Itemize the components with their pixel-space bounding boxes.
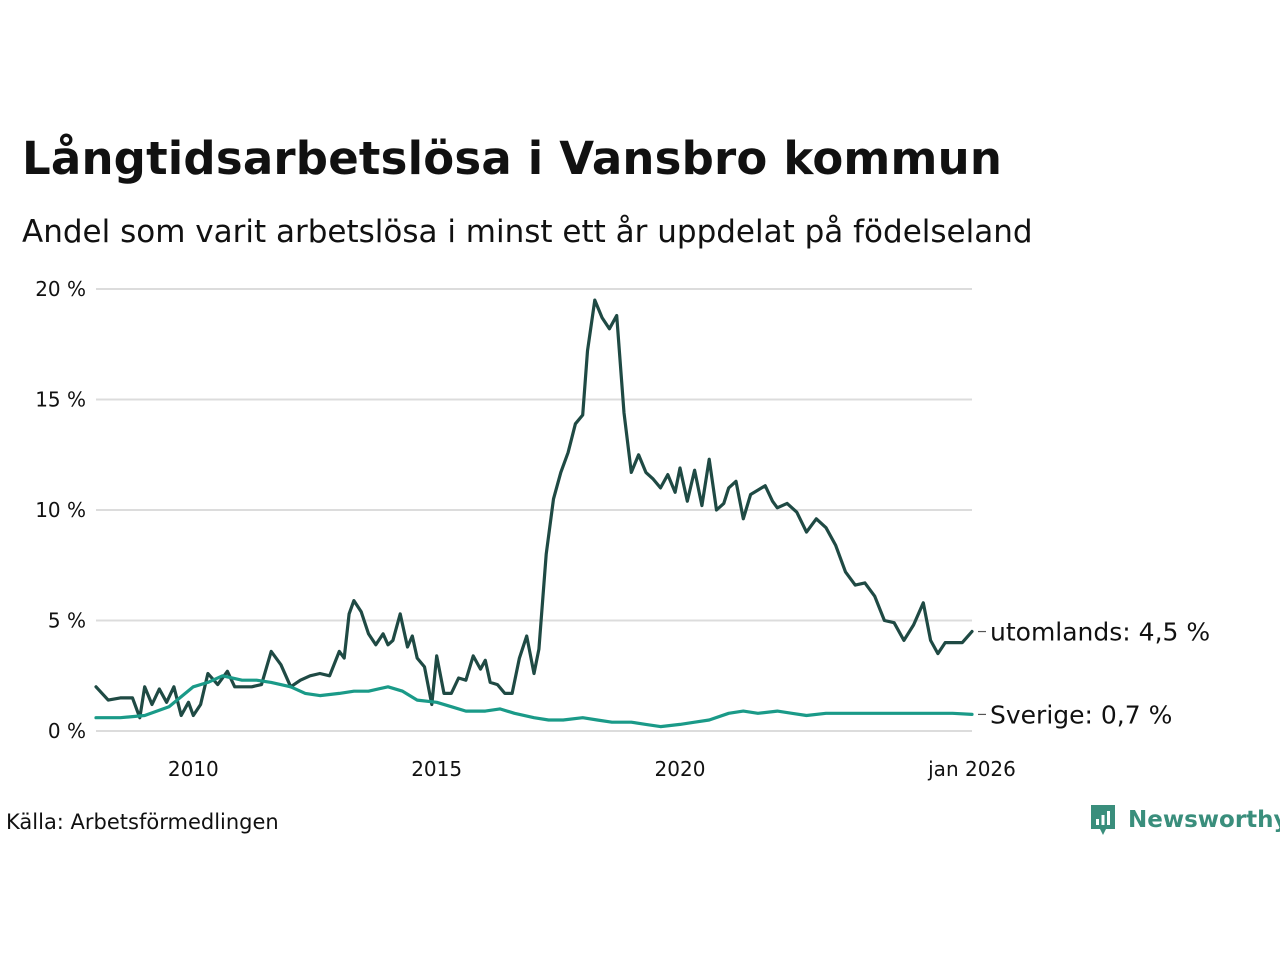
series-line-sverige xyxy=(94,674,974,729)
y-tick-label: 20 % xyxy=(35,277,86,301)
x-tick-label: 2010 xyxy=(168,757,219,781)
end-label-utomlands: utomlands: 4,5 % xyxy=(990,618,1210,647)
x-tick-label: 2015 xyxy=(411,757,462,781)
chart-title: Långtidsarbetslösa i Vansbro kommun xyxy=(22,132,1003,185)
x-tick-label: jan 2026 xyxy=(927,757,1016,781)
y-tick-label: 5 % xyxy=(48,609,86,633)
x-axis: 2010 2015 2020 jan 2026 xyxy=(168,757,1016,781)
y-tick-label: 15 % xyxy=(35,388,86,412)
source-note: Källa: Arbetsförmedlingen xyxy=(6,810,279,834)
x-tick-label: 2020 xyxy=(655,757,706,781)
series-lines xyxy=(94,298,974,729)
brand-logo: Newsworthy xyxy=(1088,802,1280,838)
series-end-labels: utomlands: 4,5 % Sverige: 0,7 % xyxy=(978,618,1210,729)
brand-name: Newsworthy xyxy=(1128,807,1280,833)
y-tick-label: 0 % xyxy=(48,719,86,743)
end-label-sverige: Sverige: 0,7 % xyxy=(990,700,1172,729)
newsworthy-logo-icon xyxy=(1091,805,1115,835)
chart-subtitle: Andel som varit arbetslösa i minst ett å… xyxy=(22,214,1033,250)
gridlines xyxy=(96,288,972,732)
y-axis: 0 % 5 % 10 % 15 % 20 % xyxy=(35,277,86,743)
y-tick-label: 10 % xyxy=(35,498,86,522)
series-line-utomlands xyxy=(94,298,974,720)
